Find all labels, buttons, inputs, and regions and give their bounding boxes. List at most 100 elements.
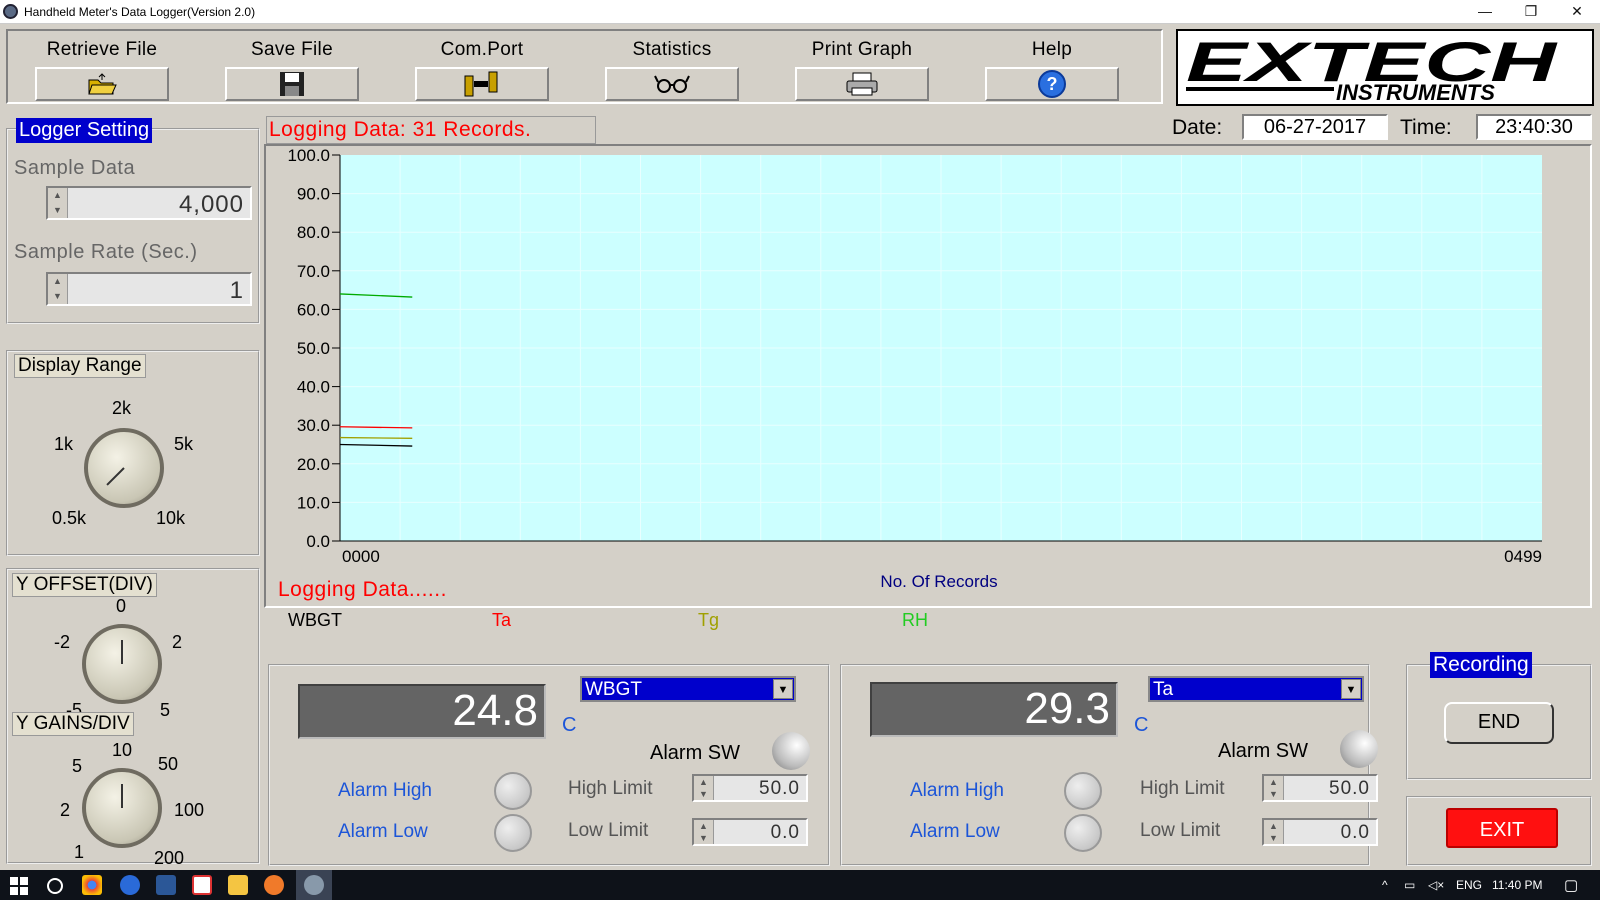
legend-item-ta: Ta bbox=[492, 610, 512, 630]
y-offset-knob[interactable] bbox=[82, 624, 162, 704]
spinner-arrows-icon[interactable]: ▲ ▼ bbox=[1264, 820, 1284, 844]
meter1-low-limit-spinner[interactable]: ▲ ▼ 0.0 bbox=[692, 818, 808, 846]
x-tick-label: 0000 bbox=[342, 547, 380, 566]
chevron-down-icon[interactable]: ▼ bbox=[773, 679, 793, 699]
meter2-high-limit-spinner[interactable]: ▲ ▼ 50.0 bbox=[1262, 774, 1378, 802]
spinner-arrows-icon[interactable]: ▲ ▼ bbox=[48, 188, 68, 218]
meter2-low-limit-spinner[interactable]: ▲ ▼ 0.0 bbox=[1262, 818, 1378, 846]
meter1-unit: C bbox=[562, 714, 577, 736]
legend-item-wbgt: WBGT bbox=[288, 610, 342, 630]
floppy-disk-icon bbox=[280, 72, 304, 96]
meter1-alarm-switch[interactable] bbox=[772, 732, 810, 770]
minimize-button[interactable]: — bbox=[1478, 3, 1492, 19]
meter1-alarm-low-led bbox=[494, 814, 532, 852]
save-file-tool: Save File bbox=[224, 39, 360, 101]
legend-item-tg: Tg bbox=[698, 610, 720, 630]
gain-label-2: 2 bbox=[60, 800, 71, 820]
end-recording-button[interactable]: END bbox=[1444, 702, 1554, 744]
meter1-panel bbox=[268, 664, 830, 866]
chrome-icon[interactable] bbox=[82, 875, 102, 895]
y-tick-label: 100.0 bbox=[287, 146, 330, 165]
save-file-button[interactable] bbox=[225, 67, 359, 101]
meter2-alarm-low-label: Alarm Low bbox=[910, 821, 1000, 842]
spinner-arrows-icon[interactable]: ▲ ▼ bbox=[1264, 776, 1284, 800]
search-icon[interactable] bbox=[46, 877, 64, 895]
meter1-high-limit-value: 50.0 bbox=[759, 778, 800, 799]
range-label-2k: 2k bbox=[112, 398, 132, 418]
firefox-icon[interactable] bbox=[264, 875, 284, 895]
y-tick-label: 80.0 bbox=[297, 223, 330, 242]
meter2-alarm-switch[interactable] bbox=[1340, 730, 1378, 768]
meter2-high-limit-value: 50.0 bbox=[1329, 778, 1370, 799]
print-graph-label: Print Graph bbox=[811, 39, 913, 60]
help-button[interactable]: ? bbox=[985, 67, 1119, 101]
gain-label-200: 200 bbox=[154, 848, 185, 868]
sample-data-spinner[interactable]: ▲ ▼ 4,000 bbox=[46, 186, 252, 220]
notifications-icon[interactable]: ▢ bbox=[1564, 877, 1579, 894]
sample-rate-spinner[interactable]: ▲ ▼ 1 bbox=[46, 272, 252, 306]
y-tick-label: 10.0 bbox=[297, 493, 330, 512]
statistics-label: Statistics bbox=[632, 39, 712, 60]
series-line-wbgt bbox=[339, 443, 413, 447]
spinner-arrows-icon[interactable]: ▲ ▼ bbox=[694, 776, 714, 800]
meter2-channel-select[interactable]: Ta ▼ bbox=[1148, 676, 1364, 702]
taskbar: ^ ▭ ◁× ENG 11:40 PM ▢ bbox=[0, 870, 1600, 900]
windows-start-icon[interactable] bbox=[10, 877, 28, 895]
chevron-down-icon[interactable]: ▼ bbox=[1341, 679, 1361, 699]
display-range-panel bbox=[6, 350, 260, 556]
meter1-high-limit-spinner[interactable]: ▲ ▼ 50.0 bbox=[692, 774, 808, 802]
com-port-tool: Com.Port bbox=[414, 39, 550, 101]
meter2-select-value: Ta bbox=[1153, 679, 1174, 700]
pdf-icon[interactable] bbox=[192, 875, 212, 895]
app-r-icon[interactable] bbox=[120, 875, 140, 895]
clock[interactable]: 11:40 PM bbox=[1492, 878, 1543, 892]
chart-frame bbox=[264, 144, 1592, 608]
meter1-channel-select[interactable]: WBGT ▼ bbox=[580, 676, 796, 702]
file-explorer-icon[interactable] bbox=[228, 875, 248, 895]
y-tick-label: 90.0 bbox=[297, 185, 330, 204]
meter1-display: 24.8 bbox=[298, 684, 546, 739]
exit-button[interactable]: EXIT bbox=[1446, 808, 1558, 848]
display-range-knob[interactable] bbox=[84, 428, 164, 508]
help-icon: ? bbox=[1038, 70, 1066, 98]
word-icon[interactable] bbox=[156, 875, 176, 895]
language-indicator[interactable]: ENG bbox=[1456, 878, 1483, 892]
spinner-arrows-icon[interactable]: ▲ ▼ bbox=[48, 274, 68, 304]
sample-rate-value: 1 bbox=[229, 277, 244, 304]
offset-label-minus2: -2 bbox=[54, 632, 71, 652]
gain-label-5: 5 bbox=[72, 756, 83, 776]
range-label-1k: 1k bbox=[54, 434, 74, 454]
statistics-button[interactable] bbox=[605, 67, 739, 101]
spinner-arrows-icon[interactable]: ▲ ▼ bbox=[694, 820, 714, 844]
meter1-select-value: WBGT bbox=[585, 679, 642, 700]
gain-label-1: 1 bbox=[74, 842, 85, 862]
com-port-button[interactable] bbox=[415, 67, 549, 101]
close-button[interactable]: ✕ bbox=[1571, 3, 1583, 19]
toolbar: Retrieve File Save File Com.Port Statist… bbox=[6, 29, 1163, 104]
meter1-alarm-sw-label: Alarm SW bbox=[650, 742, 740, 764]
meter2-unit: C bbox=[1134, 714, 1149, 736]
x-axis-label: No. Of Records bbox=[880, 572, 997, 591]
restore-button[interactable]: ❐ bbox=[1524, 3, 1538, 19]
y-tick-label: 20.0 bbox=[297, 455, 330, 474]
network-icon[interactable]: ▭ bbox=[1404, 878, 1416, 892]
retrieve-file-button[interactable] bbox=[35, 67, 169, 101]
y-gains-title: Y GAINS/DIV bbox=[12, 712, 134, 736]
active-app-slot[interactable] bbox=[296, 870, 332, 900]
extech-logo: EXTECH INSTRUMENTS bbox=[1176, 29, 1594, 106]
speaker-muted-icon[interactable]: ◁× bbox=[1428, 878, 1445, 892]
save-file-label: Save File bbox=[251, 39, 333, 60]
meter2-alarm-high-led bbox=[1064, 772, 1102, 810]
series-line-ta bbox=[339, 426, 413, 429]
printer-icon bbox=[846, 72, 878, 96]
y-tick-label: 70.0 bbox=[297, 262, 330, 281]
print-graph-button[interactable] bbox=[795, 67, 929, 101]
print-graph-tool: Print Graph bbox=[794, 39, 930, 101]
meter1-alarm-high-label: Alarm High bbox=[338, 780, 432, 801]
help-label: Help bbox=[1031, 39, 1073, 60]
date-label: Date: bbox=[1172, 116, 1223, 139]
chevron-up-icon[interactable]: ^ bbox=[1382, 878, 1388, 892]
data-logger-icon[interactable] bbox=[304, 875, 324, 895]
meter2-alarm-high-label: Alarm High bbox=[910, 780, 1004, 801]
y-gains-knob[interactable] bbox=[82, 768, 162, 848]
